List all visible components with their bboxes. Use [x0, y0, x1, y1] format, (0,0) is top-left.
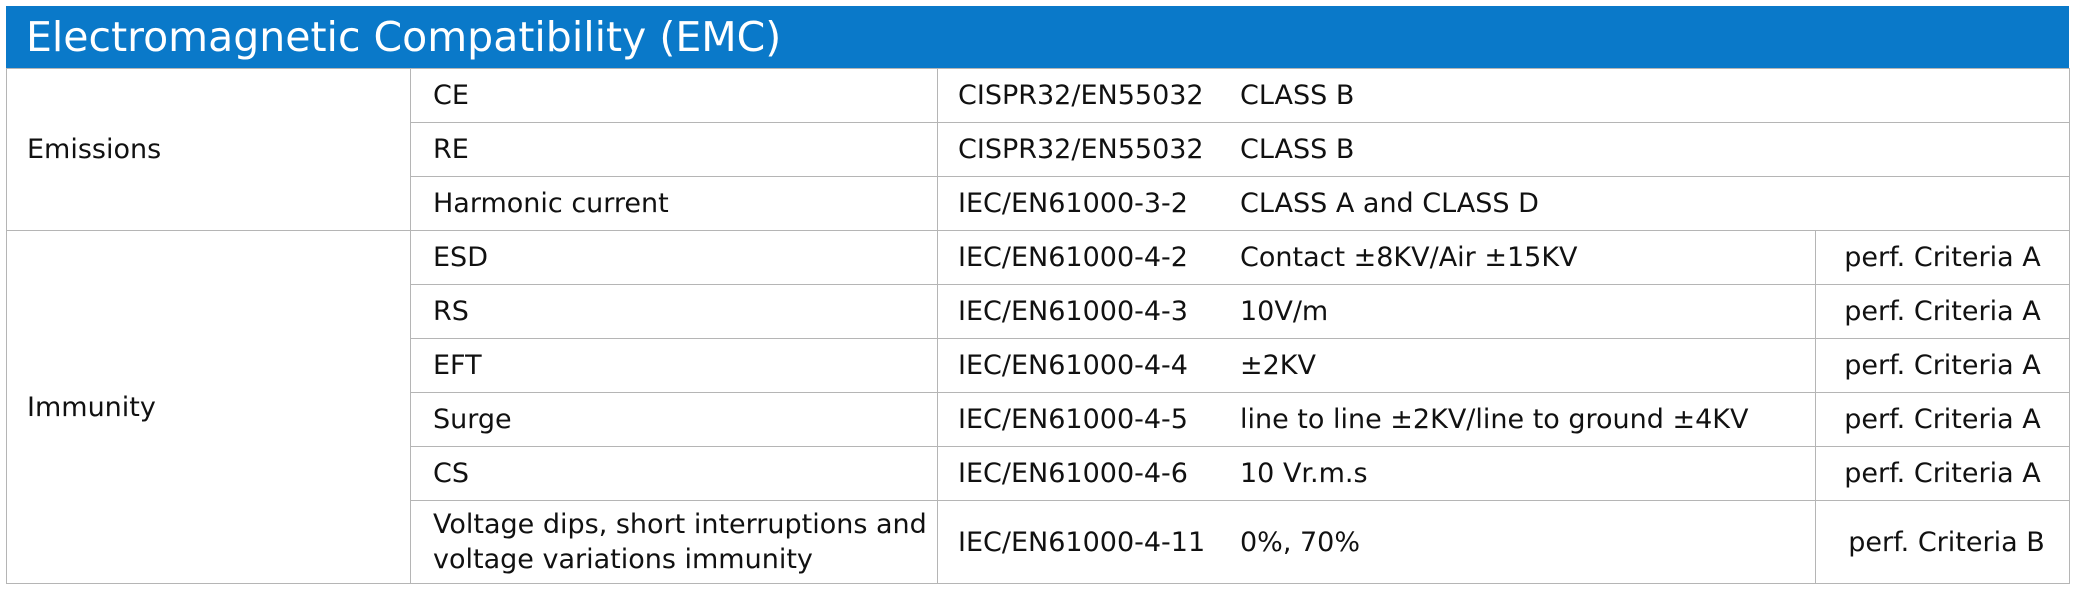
table-row: Harmonic current IEC/EN61000-3-2 CLASS A …: [7, 176, 2070, 231]
group-label-emissions: Emissions: [6, 68, 411, 231]
standard: IEC/EN61000-4-6: [958, 458, 1188, 489]
standard-and-spec: IEC/EN61000-4-6 10 Vr.m.s: [937, 446, 1816, 501]
standard-and-spec: IEC/EN61000-4-4 ±2KV: [937, 338, 1816, 393]
test-item: Voltage dips, short interruptions and vo…: [410, 500, 938, 584]
test-item: Harmonic current: [410, 176, 938, 231]
performance-criteria: perf. Criteria A: [1815, 338, 2070, 393]
test-item: EFT: [410, 338, 938, 393]
performance-criteria: perf. Criteria A: [1815, 446, 2070, 501]
standard: CISPR32/EN55032: [958, 80, 1204, 111]
standard-and-spec: IEC/EN61000-4-11 0%, 70%: [937, 500, 1816, 584]
test-item: CE: [410, 68, 938, 123]
standard-and-spec: IEC/EN61000-4-2 Contact ±8KV/Air ±15KV: [937, 230, 1816, 285]
spec: CLASS B: [1240, 80, 1355, 111]
test-item: RS: [410, 284, 938, 339]
spec: CLASS B: [1240, 134, 1355, 165]
standard-and-spec: IEC/EN61000-4-5 line to line ±2KV/line to…: [937, 392, 1816, 447]
table-row: RS IEC/EN61000-4-3 10V/m perf. Criteria A: [7, 284, 2070, 339]
emc-table: Emissions CE CISPR32/EN55032 CLASS B RE C…: [6, 68, 2070, 584]
standard-and-spec: IEC/EN61000-4-3 10V/m: [937, 284, 1816, 339]
table-row: RE CISPR32/EN55032 CLASS B: [7, 122, 2070, 177]
spec: Contact ±8KV/Air ±15KV: [1240, 242, 1578, 273]
spec: 10V/m: [1240, 296, 1329, 327]
performance-criteria: perf. Criteria A: [1815, 230, 2070, 285]
performance-criteria-text: perf. Criteria B: [1848, 526, 2045, 558]
test-item: CS: [410, 446, 938, 501]
table-row: Emissions CE CISPR32/EN55032 CLASS B: [6, 68, 2070, 231]
standard: IEC/EN61000-4-2: [958, 242, 1188, 273]
standard: IEC/EN61000-3-2: [958, 188, 1188, 219]
group-label-immunity: Immunity: [6, 230, 411, 584]
table-row: EFT IEC/EN61000-4-4 ±2KV perf. Criteria A: [7, 338, 2070, 393]
standard: IEC/EN61000-4-3: [958, 296, 1188, 327]
standard-and-spec: CISPR32/EN55032 CLASS B: [937, 68, 2070, 123]
standard: IEC/EN61000-4-5: [958, 404, 1188, 435]
standard: IEC/EN61000-4-4: [958, 350, 1188, 381]
standard: CISPR32/EN55032: [958, 134, 1204, 165]
spec: ±2KV: [1240, 350, 1316, 381]
table-row: CS IEC/EN61000-4-6 10 Vr.m.s perf. Criter…: [7, 446, 2070, 501]
standard-and-spec: IEC/EN61000-3-2 CLASS A and CLASS D: [937, 176, 2070, 231]
performance-criteria: perf. Criteria A: [1815, 284, 2070, 339]
table-row: Voltage dips, short interruptions and vo…: [7, 500, 2070, 584]
standard: IEC/EN61000-4-11: [958, 526, 1206, 558]
standard-and-spec: CISPR32/EN55032 CLASS B: [937, 122, 2070, 177]
spec: 0%, 70%: [1240, 526, 1361, 558]
spec: 10 Vr.m.s: [1240, 458, 1368, 489]
test-item: Surge: [410, 392, 938, 447]
performance-criteria: perf. Criteria B: [1815, 500, 2070, 584]
test-item: RE: [410, 122, 938, 177]
performance-criteria: perf. Criteria A: [1815, 392, 2070, 447]
spec: CLASS A and CLASS D: [1240, 188, 1539, 219]
table-row: Surge IEC/EN61000-4-5 line to line ±2KV/l…: [7, 392, 2070, 447]
section-title: Electromagnetic Compatibility (EMC): [6, 6, 2069, 68]
table-row: Immunity ESD IEC/EN61000-4-2 Contact ±8KV…: [6, 230, 2070, 584]
test-item: ESD: [410, 230, 938, 285]
spec: line to line ±2KV/line to ground ±4KV: [1240, 404, 1749, 435]
